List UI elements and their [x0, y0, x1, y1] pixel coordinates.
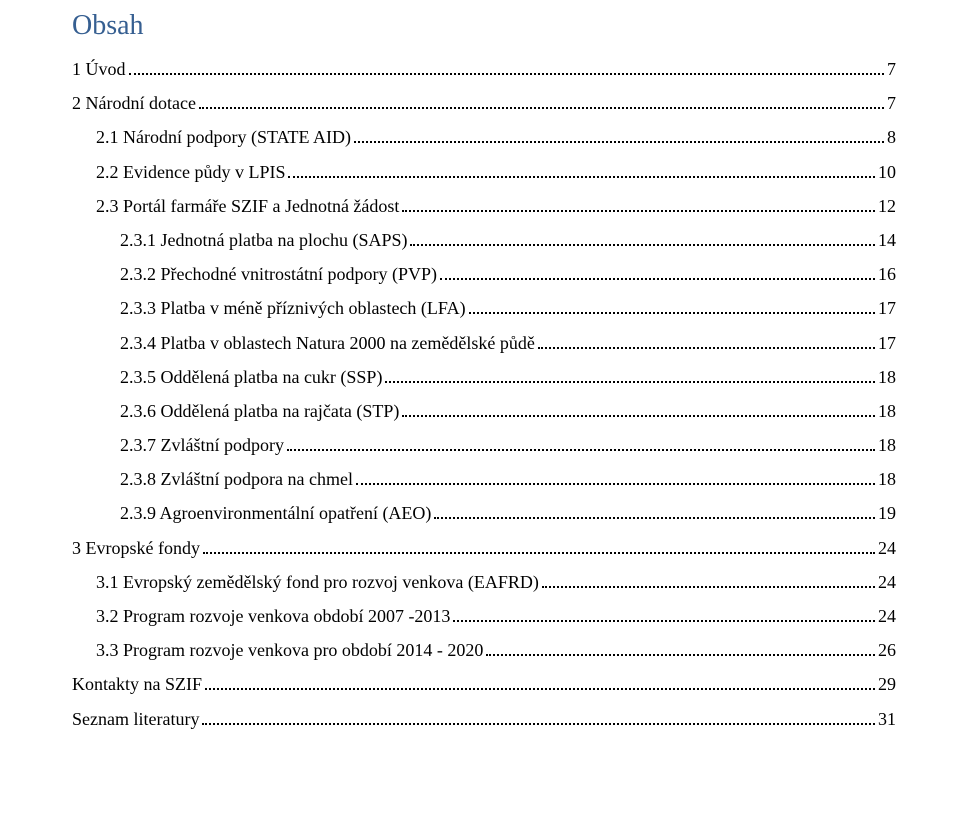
- toc-entry-page: 14: [878, 223, 896, 257]
- toc-leader-dots: [202, 713, 875, 725]
- toc-leader-dots: [538, 337, 875, 349]
- toc-entry-page: 31: [878, 702, 896, 736]
- toc-row: 2.3 Portál farmáře SZIF a Jednotná žádos…: [72, 189, 896, 223]
- toc-row: 2.3.6 Oddělená platba na rajčata (STP) 18: [72, 394, 896, 428]
- toc-leader-dots: [356, 473, 875, 485]
- toc-entry-page: 7: [887, 86, 896, 120]
- toc-entry-label: 2.3.4 Platba v oblastech Natura 2000 na …: [120, 326, 535, 360]
- toc-entry-page: 24: [878, 531, 896, 565]
- toc-leader-dots: [402, 405, 875, 417]
- toc-leader-dots: [287, 439, 875, 451]
- toc-entry-page: 8: [887, 120, 896, 154]
- toc-row: 2.3.9 Agroenvironmentální opatření (AEO)…: [72, 496, 896, 530]
- toc-leader-dots: [486, 644, 875, 656]
- toc-leader-dots: [434, 508, 875, 520]
- toc-leader-dots: [410, 234, 875, 246]
- toc-entry-page: 17: [878, 291, 896, 325]
- toc-row: 2.3.1 Jednotná platba na plochu (SAPS) 14: [72, 223, 896, 257]
- toc-leader-dots: [542, 576, 875, 588]
- toc-leader-dots: [469, 302, 875, 314]
- toc-entry-label: 2.3.9 Agroenvironmentální opatření (AEO): [120, 496, 431, 530]
- toc-row: 2.2 Evidence půdy v LPIS 10: [72, 155, 896, 189]
- toc-entry-label: 1 Úvod: [72, 52, 126, 86]
- toc-entry-label: 3.1 Evropský zemědělský fond pro rozvoj …: [96, 565, 539, 599]
- toc-row: 3.2 Program rozvoje venkova období 2007 …: [72, 599, 896, 633]
- toc-entry-label: 3 Evropské fondy: [72, 531, 200, 565]
- toc-leader-dots: [288, 166, 875, 178]
- toc-entry-label: 3.3 Program rozvoje venkova pro období 2…: [96, 633, 483, 667]
- toc-leader-dots: [385, 371, 875, 383]
- toc-leader-dots: [402, 200, 875, 212]
- toc-entry-page: 29: [878, 667, 896, 701]
- toc-entry-page: 18: [878, 360, 896, 394]
- toc-row: 2 Národní dotace 7: [72, 86, 896, 120]
- toc-entry-page: 18: [878, 394, 896, 428]
- toc-entry-label: 2.3 Portál farmáře SZIF a Jednotná žádos…: [96, 189, 399, 223]
- toc-entry-label: 2.3.3 Platba v méně příznivých oblastech…: [120, 291, 466, 325]
- table-of-contents: 1 Úvod72 Národní dotace72.1 Národní podp…: [72, 52, 896, 736]
- toc-entry-label: Seznam literatury: [72, 702, 199, 736]
- toc-row: 3.1 Evropský zemědělský fond pro rozvoj …: [72, 565, 896, 599]
- toc-entry-label: 2.3.8 Zvláštní podpora na chmel: [120, 462, 353, 496]
- toc-row: 2.3.4 Platba v oblastech Natura 2000 na …: [72, 326, 896, 360]
- toc-entry-label: 2.1 Národní podpory (STATE AID): [96, 120, 351, 154]
- page-container: Obsah 1 Úvod72 Národní dotace72.1 Národn…: [0, 0, 960, 772]
- toc-leader-dots: [203, 542, 875, 554]
- toc-leader-dots: [129, 63, 885, 75]
- page-title: Obsah: [72, 10, 896, 42]
- toc-row: 2.3.7 Zvláštní podpory 18: [72, 428, 896, 462]
- toc-entry-label: 3.2 Program rozvoje venkova období 2007 …: [96, 599, 450, 633]
- toc-entry-page: 24: [878, 565, 896, 599]
- toc-row: 3.3 Program rozvoje venkova pro období 2…: [72, 633, 896, 667]
- toc-row: 2.3.8 Zvláštní podpora na chmel 18: [72, 462, 896, 496]
- toc-entry-page: 26: [878, 633, 896, 667]
- toc-entry-page: 19: [878, 496, 896, 530]
- toc-entry-page: 16: [878, 257, 896, 291]
- toc-leader-dots: [199, 97, 884, 109]
- toc-row: 1 Úvod 7: [72, 52, 896, 86]
- toc-entry-page: 18: [878, 428, 896, 462]
- toc-entry-label: 2.3.6 Oddělená platba na rajčata (STP): [120, 394, 399, 428]
- toc-row: 2.3.3 Platba v méně příznivých oblastech…: [72, 291, 896, 325]
- toc-entry-label: 2.3.7 Zvláštní podpory: [120, 428, 284, 462]
- toc-row: 2.1 Národní podpory (STATE AID) 8: [72, 120, 896, 154]
- toc-row: 2.3.2 Přechodné vnitrostátní podpory (PV…: [72, 257, 896, 291]
- toc-row: Kontakty na SZIF 29: [72, 667, 896, 701]
- toc-leader-dots: [453, 610, 875, 622]
- toc-leader-dots: [354, 131, 884, 143]
- toc-entry-page: 24: [878, 599, 896, 633]
- toc-entry-label: 2.3.1 Jednotná platba na plochu (SAPS): [120, 223, 407, 257]
- toc-entry-page: 12: [878, 189, 896, 223]
- toc-entry-label: 2 Národní dotace: [72, 86, 196, 120]
- toc-entry-label: 2.3.5 Oddělená platba na cukr (SSP): [120, 360, 382, 394]
- toc-entry-page: 17: [878, 326, 896, 360]
- toc-leader-dots: [205, 678, 875, 690]
- toc-entry-page: 7: [887, 52, 896, 86]
- toc-entry-label: 2.2 Evidence půdy v LPIS: [96, 155, 285, 189]
- toc-entry-label: 2.3.2 Přechodné vnitrostátní podpory (PV…: [120, 257, 437, 291]
- toc-row: 3 Evropské fondy 24: [72, 531, 896, 565]
- toc-entry-page: 10: [878, 155, 896, 189]
- toc-leader-dots: [440, 268, 875, 280]
- toc-row: 2.3.5 Oddělená platba na cukr (SSP) 18: [72, 360, 896, 394]
- toc-entry-page: 18: [878, 462, 896, 496]
- toc-entry-label: Kontakty na SZIF: [72, 667, 202, 701]
- toc-row: Seznam literatury 31: [72, 702, 896, 736]
